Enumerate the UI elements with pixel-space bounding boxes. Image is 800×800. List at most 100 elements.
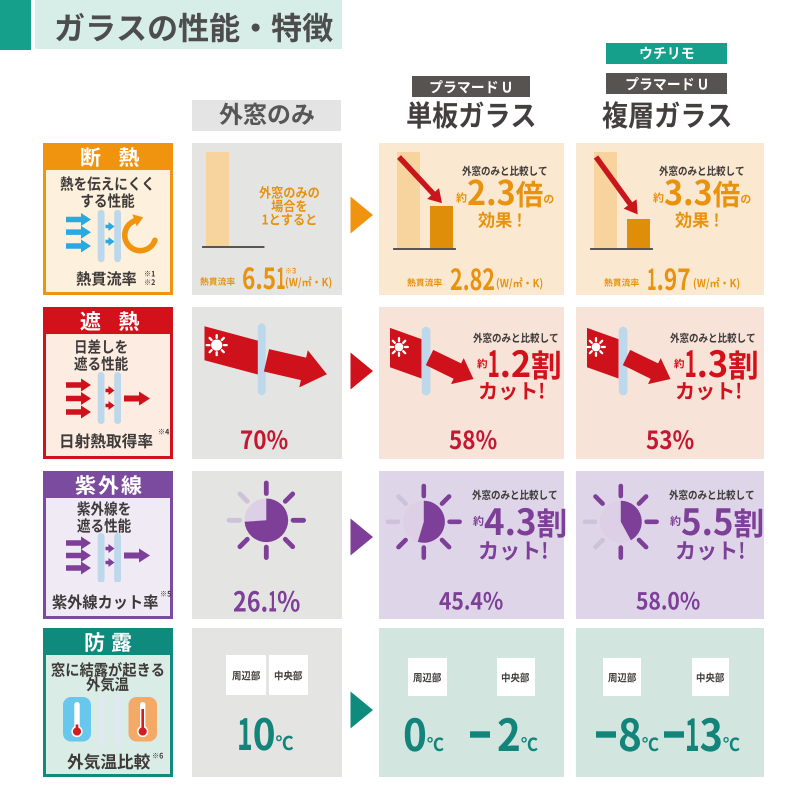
shading-single-headline: [476, 349, 560, 380]
uv-protection-icon: [66, 533, 150, 582]
uv-double-value: [636, 591, 700, 610]
condensation-double-edge-value: [619, 717, 659, 752]
badge-uchirimo: [606, 43, 727, 64]
insulation-single-panel: [379, 142, 564, 295]
insulation-single-comparison: [462, 165, 547, 176]
anti-condensation-icon: [63, 693, 157, 748]
condensation-single-edge-value: [404, 717, 444, 752]
insulation-card: [43, 142, 173, 295]
insulation-single-headline: [456, 179, 554, 208]
condensation-single-edge-label: [413, 672, 442, 682]
badge-plamade-single-label: [430, 79, 512, 93]
anti-condensation-header-label: [85, 632, 132, 652]
insulation-double-axis: [589, 247, 653, 251]
badge-plamade-single: [412, 76, 530, 97]
insulation-single-down-arrow-icon: [397, 155, 442, 204]
uv-double-effect: [676, 541, 744, 561]
heat-shielding-icon: [66, 372, 150, 424]
condensation-single-panel: [379, 628, 564, 777]
insulation-header-strip: [46, 145, 170, 170]
title-accent-square: [0, 0, 31, 50]
condensation-double-edge-minus: [595, 731, 616, 738]
u-value-note: [285, 267, 296, 274]
uv-single-effect: [479, 541, 547, 561]
uv-baseline-value: [233, 590, 300, 612]
heat-shielding-metric-name: [60, 432, 152, 448]
shading-double-value: [646, 430, 693, 450]
condensation-baseline-panel: [192, 628, 342, 777]
uv-protection-header-label: [75, 474, 142, 495]
column-header-double-glass: [602, 100, 731, 129]
row-4-arrow-icon: [350, 691, 373, 729]
condensation-single-center-value: [498, 717, 538, 751]
anti-condensation-card: [43, 628, 173, 777]
uv-single-value: [439, 591, 503, 610]
heat-shielding-description: [74, 339, 128, 371]
insulation-double-bar-dark: [627, 219, 650, 248]
condensation-double-center-minus: [663, 731, 684, 738]
column-header-outer-window-box: [192, 100, 341, 131]
uv-protection-card: [43, 470, 173, 619]
insulation-metric-name: [76, 270, 137, 286]
uv-baseline-panel: [192, 470, 342, 619]
anti-condensation-header-strip: [46, 631, 170, 655]
insulation-double-value: [648, 267, 690, 290]
condensation-double-edge-label: [607, 672, 636, 682]
uv-double-comparison: [669, 489, 754, 500]
shading-single-value: [449, 430, 496, 450]
anti-condensation-metric-name: [67, 752, 151, 770]
insulation-header-label: [81, 146, 139, 167]
condensation-double-center-label: [696, 671, 725, 682]
uv-protection-metric-name: [52, 593, 158, 609]
uv-protection-metric-note: [161, 590, 171, 597]
insulation-double-effect: [675, 211, 718, 228]
heat-shielding-metric-note: [158, 428, 169, 435]
insulation-double-comparison: [659, 165, 744, 176]
condensation-double-panel: [576, 628, 764, 777]
condensation-baseline-value: [238, 717, 293, 751]
insulation-description: [60, 176, 152, 208]
insulation-metric-note: [144, 270, 155, 285]
anti-condensation-description: [51, 661, 164, 692]
shading-single-effect: [479, 382, 543, 401]
shading-double-icon: [586, 326, 671, 396]
uv-double-icon: [582, 483, 659, 561]
condensation-single-center-label: [502, 671, 530, 682]
column-header-single-glass: [407, 100, 535, 129]
shading-single-panel: [379, 306, 564, 459]
column-header-outer-window: [218, 102, 314, 126]
heat-shielding-card: [43, 306, 173, 459]
shading-baseline-icon: [204, 323, 327, 396]
insulation-single-value: [450, 267, 494, 290]
badge-plamade-double: [606, 73, 727, 94]
insulation-single-metric-label: [406, 278, 442, 287]
insulation-single-effect: [478, 211, 521, 228]
u-value-caption: [259, 186, 319, 226]
uv-baseline-icon: [226, 480, 306, 560]
heat-shielding-header-strip: [46, 309, 170, 334]
u-value-axis-baseline: [202, 245, 265, 249]
insulation-icon: [66, 209, 158, 263]
page-title: [56, 12, 333, 43]
anti-condensation-metric-note: [152, 752, 163, 759]
uv-double-panel: [576, 470, 764, 619]
uv-single-panel: [379, 470, 566, 619]
uv-single-headline: [473, 507, 566, 538]
heat-shielding-header-label: [80, 311, 139, 331]
shading-baseline-panel: [192, 306, 342, 459]
row-3-arrow-icon: [350, 518, 373, 556]
row-2-arrow-icon: [350, 352, 373, 389]
insulation-double-unit: [693, 277, 739, 290]
u-value-label-baseline: [200, 277, 235, 286]
shading-single-comparison: [472, 332, 558, 343]
insulation-double-down-arrow-icon: [593, 155, 638, 215]
uv-single-icon: [385, 483, 462, 561]
shgc-baseline: [241, 429, 288, 449]
shading-double-effect: [676, 382, 740, 401]
row-1-arrow-icon: [350, 196, 373, 233]
insulation-double-metric-label: [603, 278, 639, 287]
uv-single-comparison: [472, 489, 557, 500]
u-value-bar-baseline: [205, 151, 229, 246]
badge-plamade-double-label: [626, 76, 707, 90]
